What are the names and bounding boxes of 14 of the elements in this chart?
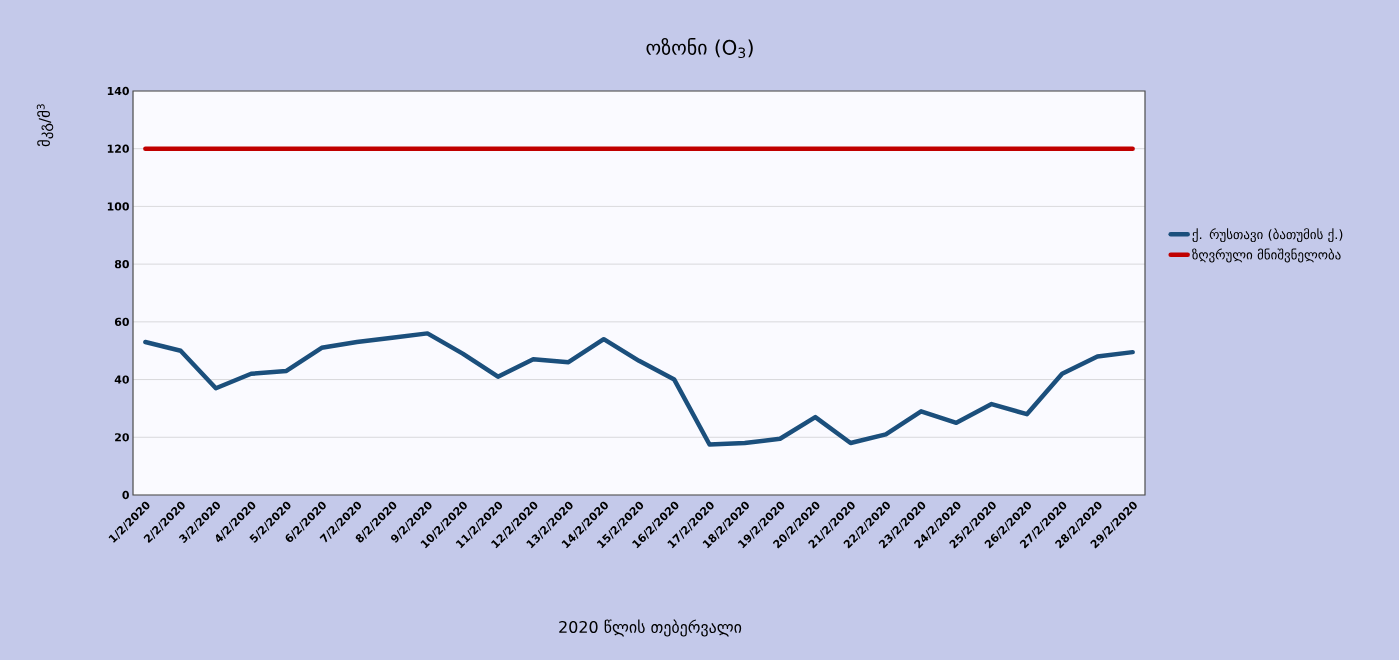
y-tick-label: 140: [107, 86, 129, 96]
legend-label: ზღვრული მნიშვნელობა: [1192, 248, 1341, 263]
y-tick-label: 60: [114, 317, 129, 326]
chart-title: ოზონი (O$_{3}$): [646, 37, 753, 59]
y-tick-label: 20: [115, 433, 129, 442]
y-tick-label: 100: [107, 202, 129, 211]
y-tick-label: 120: [107, 144, 129, 153]
line-series: [143, 331, 1135, 447]
y-axis-title: მკგ/მ$^{3}$: [36, 104, 54, 147]
legend-label: ქ. რუსთავი (ბათუმის ქ.): [1192, 228, 1343, 243]
y-tick-label: 40: [114, 375, 129, 384]
y-tick-label: 80: [114, 259, 129, 269]
y-tick-label: 0: [122, 490, 129, 500]
x-axis-title: 2020 წლის თებერვალი: [559, 619, 742, 637]
